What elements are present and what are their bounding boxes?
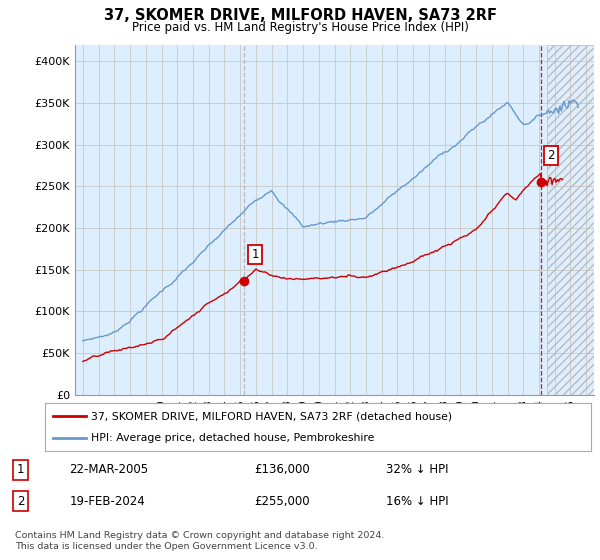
Text: Contains HM Land Registry data © Crown copyright and database right 2024.: Contains HM Land Registry data © Crown c…: [15, 531, 385, 540]
Text: 1: 1: [17, 463, 25, 477]
Text: HPI: Average price, detached house, Pembrokeshire: HPI: Average price, detached house, Pemb…: [91, 433, 375, 443]
Text: 2: 2: [547, 149, 554, 162]
Bar: [547, 45, 594, 395]
Text: 37, SKOMER DRIVE, MILFORD HAVEN, SA73 2RF: 37, SKOMER DRIVE, MILFORD HAVEN, SA73 2R…: [104, 8, 497, 24]
Text: 22-MAR-2005: 22-MAR-2005: [70, 463, 149, 477]
Text: £136,000: £136,000: [254, 463, 310, 477]
Bar: [547, 45, 594, 395]
Text: 19-FEB-2024: 19-FEB-2024: [70, 495, 145, 508]
Text: 37, SKOMER DRIVE, MILFORD HAVEN, SA73 2RF (detached house): 37, SKOMER DRIVE, MILFORD HAVEN, SA73 2R…: [91, 411, 452, 421]
Text: Price paid vs. HM Land Registry's House Price Index (HPI): Price paid vs. HM Land Registry's House …: [131, 21, 469, 34]
Text: £255,000: £255,000: [254, 495, 310, 508]
Text: 16% ↓ HPI: 16% ↓ HPI: [386, 495, 449, 508]
Text: 32% ↓ HPI: 32% ↓ HPI: [386, 463, 449, 477]
Text: 1: 1: [251, 248, 259, 261]
Text: This data is licensed under the Open Government Licence v3.0.: This data is licensed under the Open Gov…: [15, 542, 317, 550]
Text: 2: 2: [17, 495, 25, 508]
